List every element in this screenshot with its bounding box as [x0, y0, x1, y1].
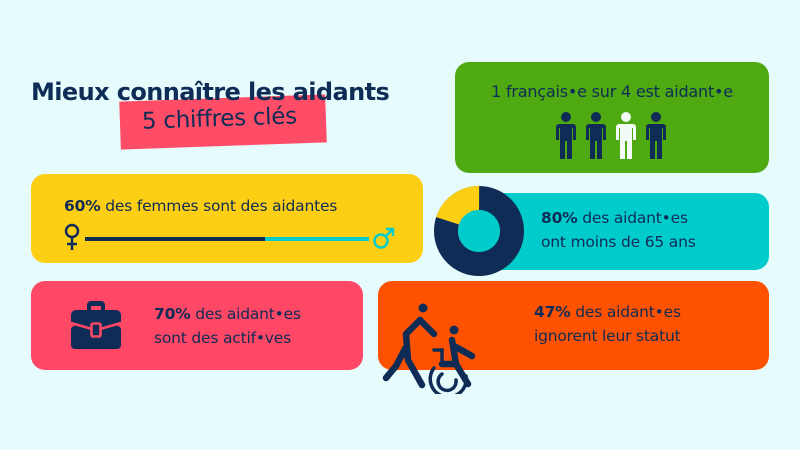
stat-card-women — [31, 174, 423, 263]
stat-women-value: 60% — [64, 197, 101, 215]
page-title: Mieux connaître les aidants — [31, 78, 390, 106]
stat-unaware-value: 47% — [534, 303, 571, 321]
person-icon — [586, 112, 606, 159]
stat-card-french-carers — [455, 62, 769, 173]
stat-unaware-line1: des aidant•es — [570, 303, 681, 321]
gender-bar-male — [265, 237, 369, 241]
stat-under-65-line2: ont moins de 65 ans — [541, 233, 696, 251]
female-symbol-icon — [64, 223, 80, 250]
person-icon — [556, 112, 576, 159]
stat-active-line1: des aidant•es — [190, 305, 301, 323]
stat-under-65-line1: des aidant•es — [577, 209, 688, 227]
stat-active-value: 70% — [154, 305, 191, 323]
stat-women-label: des femmes sont des aidantes — [100, 197, 338, 215]
donut-chart-icon — [434, 186, 524, 276]
person-highlight-icon — [616, 112, 636, 159]
stat-active-text: 70% des aidant•es sont des actif•ves — [154, 302, 301, 350]
stat-under-65-text: 80% des aidant•es ont moins de 65 ans — [541, 206, 696, 254]
gender-bar-female — [85, 237, 265, 241]
caregiver-wheelchair-icon — [382, 303, 476, 394]
stat-under-65-value: 80% — [541, 209, 578, 227]
person-icon — [646, 112, 666, 159]
briefcase-icon — [70, 301, 122, 349]
male-symbol-icon — [373, 227, 395, 249]
stat-unaware-text: 47% des aidant•es ignorent leur statut — [534, 300, 681, 348]
stat-unaware-line2: ignorent leur statut — [534, 327, 681, 345]
stat-active-line2: sont des actif•ves — [154, 329, 291, 347]
page-subtitle: 5 chiffres clés — [141, 103, 298, 135]
stat-women-text: 60% des femmes sont des aidantes — [64, 194, 337, 218]
stat-french-carers-text: 1 français•e sur 4 est aidant•e — [491, 82, 733, 101]
people-icons-row — [556, 112, 666, 160]
